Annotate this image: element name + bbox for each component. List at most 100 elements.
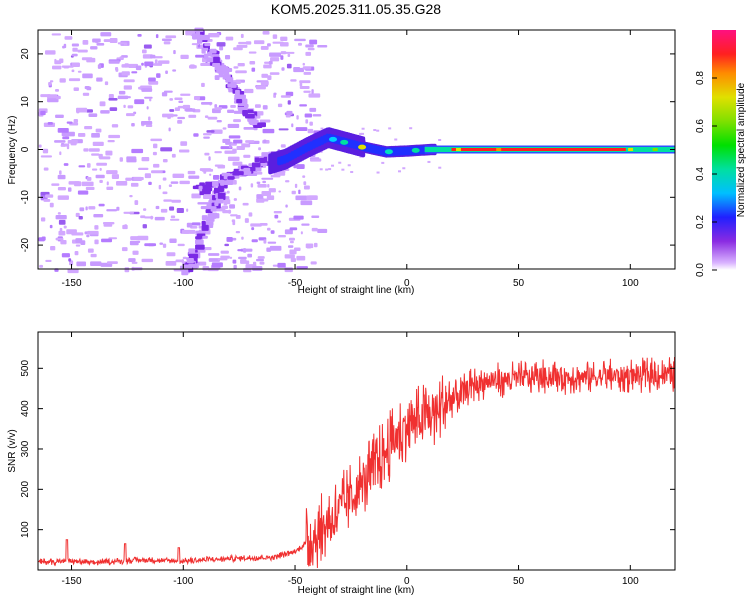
colorbar-gradient [712, 30, 736, 270]
noise-blob [236, 146, 245, 150]
noise-blob [106, 170, 118, 175]
noise-blob [235, 231, 241, 234]
noise-blob [208, 156, 211, 161]
noise-blob [128, 63, 139, 68]
noise-blob [245, 140, 255, 143]
noise-blob [202, 194, 215, 200]
noise-blob [108, 97, 118, 101]
noise-blob [90, 261, 102, 266]
ridge-band-core [451, 148, 626, 151]
noise-blob [273, 210, 282, 214]
noise-blob [312, 114, 322, 117]
noise-blob [289, 240, 294, 244]
noise-blob [63, 43, 67, 49]
noise-blob [161, 92, 168, 97]
ridge-band-spot [652, 148, 658, 151]
snr-x-tick-label: -50 [288, 576, 303, 587]
noise-blob [331, 164, 335, 167]
noise-blob [131, 148, 144, 154]
noise-blob [48, 81, 52, 86]
ridge-hotspot [411, 147, 420, 153]
noise-blob [75, 238, 83, 244]
noise-blob [438, 166, 442, 169]
streak-blob [222, 74, 231, 80]
noise-blob [105, 150, 113, 156]
noise-blob [161, 38, 172, 41]
noise-blob [280, 51, 287, 55]
noise-blob [135, 65, 142, 71]
noise-blob [82, 73, 93, 79]
noise-blob [132, 250, 139, 255]
noise-blob [286, 110, 293, 115]
noise-blob [111, 124, 119, 128]
noise-blob [177, 119, 183, 124]
noise-blob [172, 69, 177, 72]
noise-blob [168, 127, 171, 132]
noise-blob [91, 168, 98, 171]
streak-blob [243, 167, 251, 173]
noise-blob [293, 215, 304, 220]
streak-blob [195, 236, 202, 240]
noise-blob [109, 107, 118, 111]
noise-blob [227, 156, 240, 162]
streak-blob [223, 179, 234, 186]
noise-blob [280, 95, 291, 98]
streak-blob [204, 42, 211, 47]
noise-blob [64, 131, 75, 137]
noise-blob [49, 80, 54, 83]
noise-blob [141, 258, 154, 263]
noise-blob [162, 191, 168, 195]
noise-blob [298, 42, 302, 46]
noise-blob [45, 194, 54, 198]
noise-blob [285, 91, 294, 97]
noise-blob [55, 114, 64, 118]
noise-blob [38, 144, 42, 148]
noise-blob [85, 186, 95, 191]
noise-blob [130, 182, 139, 187]
noise-blob [144, 96, 153, 99]
noise-blob [95, 128, 102, 133]
noise-blob [50, 245, 56, 251]
noise-blob [163, 199, 173, 202]
noise-blob [302, 62, 305, 66]
noise-blob [177, 243, 185, 247]
noise-blob [181, 259, 184, 264]
noise-blob [233, 139, 243, 144]
noise-blob [162, 113, 174, 118]
noise-blob [304, 113, 313, 118]
streak-blob [215, 198, 224, 204]
noise-blob [361, 132, 365, 135]
noise-blob [129, 194, 133, 198]
noise-blob [398, 170, 402, 173]
spectrogram-x-label: Height of straight line (km) [298, 285, 415, 296]
noise-blob [299, 82, 303, 87]
noise-blob [247, 253, 253, 258]
noise-blob [221, 205, 229, 209]
noise-blob [300, 200, 313, 206]
noise-blob [296, 255, 306, 261]
noise-blob [359, 132, 363, 135]
noise-blob [178, 100, 184, 104]
noise-blob [261, 190, 271, 196]
noise-blob [202, 133, 212, 136]
colorbar-tick-label: 0.8 [695, 71, 706, 85]
noise-blob [151, 170, 163, 174]
noise-blob [40, 155, 52, 158]
streak-blob [242, 109, 248, 116]
noise-blob [88, 148, 100, 152]
noise-blob [143, 208, 147, 211]
streak-blob [254, 157, 260, 163]
noise-blob [71, 43, 79, 47]
streak-blob [234, 94, 240, 100]
noise-blob [257, 183, 267, 188]
noise-blob [290, 79, 297, 82]
noise-blob [296, 164, 305, 170]
noise-blob [123, 211, 135, 214]
noise-blob [317, 228, 328, 233]
noise-blob [141, 156, 150, 162]
noise-blob [117, 42, 126, 45]
noise-blob [55, 237, 64, 241]
noise-blob [278, 190, 281, 193]
noise-blob [148, 77, 156, 82]
noise-blob [57, 174, 66, 180]
